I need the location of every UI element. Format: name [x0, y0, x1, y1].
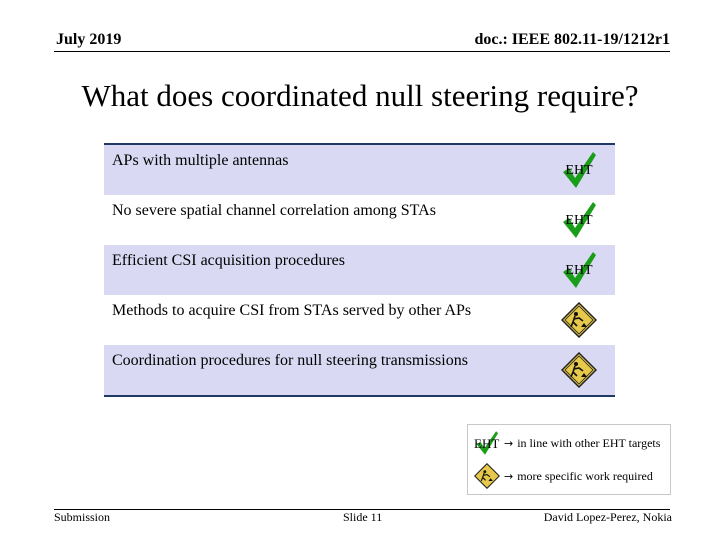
legend-row-work: → more specific work required: [473, 462, 653, 490]
requirement-text: No severe spatial channel correlation am…: [112, 202, 436, 219]
requirement-status: [543, 345, 615, 395]
header-divider: [54, 51, 670, 52]
arrow-right-icon: →: [504, 436, 514, 450]
eht-label: EHT: [565, 263, 593, 278]
footer-submission: Submission: [54, 510, 111, 524]
under-construction-sign-icon: [560, 301, 598, 339]
requirement-status: EHT: [543, 195, 615, 245]
legend-eht-text: in line with other EHT targets: [517, 435, 661, 450]
legend-box: EHT → in line with other EHT targets → m…: [467, 424, 671, 495]
header-doc-number: doc.: IEEE 802.11-19/1212r1: [474, 31, 670, 48]
requirement-row: APs with multiple antennas EHT: [104, 145, 615, 195]
requirement-text: APs with multiple antennas: [112, 152, 289, 169]
slide-title: What does coordinated null steering requ…: [81, 78, 639, 113]
footer-author: David Lopez-Perez, Nokia: [543, 510, 672, 524]
green-check-icon: EHT: [474, 430, 500, 456]
arrow-right-icon: →: [504, 469, 514, 483]
requirement-status: EHT: [543, 245, 615, 295]
eht-label: EHT: [565, 213, 593, 228]
requirement-row: No severe spatial channel correlation am…: [104, 195, 615, 245]
requirement-text: Coordination procedures for null steerin…: [112, 352, 468, 369]
under-construction-sign-icon: [560, 351, 598, 389]
requirement-status: [543, 295, 615, 345]
requirement-text: Methods to acquire CSI from STAs served …: [112, 302, 472, 319]
footer-slide-number: Slide 11: [343, 510, 383, 524]
footer-divider: [54, 509, 670, 510]
requirement-status: EHT: [543, 145, 615, 195]
under-construction-sign-icon: [473, 462, 501, 490]
green-check-icon: EHT: [559, 150, 599, 190]
eht-label: EHT: [565, 163, 593, 178]
requirement-row: Methods to acquire CSI from STAs served …: [104, 295, 615, 345]
requirement-row: Coordination procedures for null steerin…: [104, 345, 615, 395]
legend-row-eht: EHT → in line with other EHT targets: [474, 430, 660, 456]
header-date: July 2019: [56, 31, 122, 48]
requirements-table: APs with multiple antennas EHT No severe…: [104, 143, 615, 397]
legend-work-text: more specific work required: [517, 468, 653, 483]
legend-eht-label: EHT: [474, 436, 500, 451]
requirement-row: Efficient CSI acquisition procedures EHT: [104, 245, 615, 295]
requirement-text: Efficient CSI acquisition procedures: [112, 252, 345, 269]
green-check-icon: EHT: [559, 250, 599, 290]
green-check-icon: EHT: [559, 200, 599, 240]
